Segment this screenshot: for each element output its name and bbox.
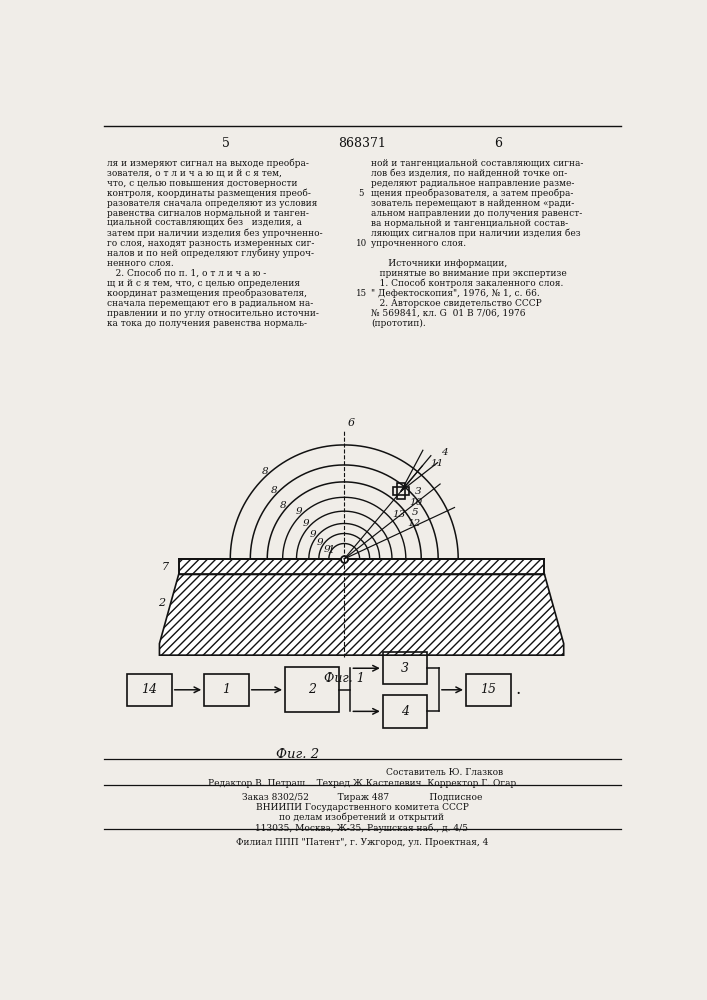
Text: 9: 9 [316, 538, 323, 547]
Text: 1: 1 [327, 545, 334, 555]
Text: 10: 10 [409, 498, 422, 507]
Text: альном направлении до получения равенст-: альном направлении до получения равенст- [371, 209, 583, 218]
Text: № 569841, кл. G  01 В 7/06, 1976: № 569841, кл. G 01 В 7/06, 1976 [371, 309, 526, 318]
Text: зователя, о т л и ч а ю щ и й с я тем,: зователя, о т л и ч а ю щ и й с я тем, [107, 169, 282, 178]
Text: 9: 9 [310, 530, 317, 539]
Text: .: . [515, 681, 520, 698]
Text: 113035, Москва, Ж-35, Раушская наб., д. 4/5: 113035, Москва, Ж-35, Раушская наб., д. … [255, 823, 469, 833]
Text: 1: 1 [223, 683, 230, 696]
Text: принятые во внимание при экспертизе: принятые во внимание при экспертизе [371, 269, 567, 278]
Polygon shape [160, 574, 563, 655]
Text: ределяют радиальное направление разме-: ределяют радиальное направление разме- [371, 179, 575, 188]
Text: 15: 15 [480, 683, 496, 696]
Text: щения преобразователя, а затем преобра-: щения преобразователя, а затем преобра- [371, 189, 573, 198]
Text: ка тока до получения равенства нормаль-: ка тока до получения равенства нормаль- [107, 319, 307, 328]
Bar [285, 667, 339, 712]
Text: ля и измеряют сигнал на выходе преобра-: ля и измеряют сигнал на выходе преобра- [107, 158, 309, 168]
Text: 9: 9 [296, 507, 303, 516]
Text: ляющих сигналов при наличии изделия без: ляющих сигналов при наличии изделия без [371, 229, 581, 238]
Text: Филиал ППП "Патент", г. Ужгород, ул. Проектная, 4: Филиал ППП "Патент", г. Ужгород, ул. Про… [235, 838, 488, 847]
Bar [382, 652, 428, 684]
Text: ВНИИПИ Государственного комитета СССР: ВНИИПИ Государственного комитета СССР [255, 803, 469, 812]
Text: 2: 2 [308, 683, 316, 696]
Bar [382, 695, 428, 728]
Text: Источники информации,: Источники информации, [371, 259, 508, 268]
Text: что, с целью повышения достоверности: что, с целью повышения достоверности [107, 179, 298, 188]
Text: 5: 5 [222, 137, 230, 150]
Text: по делам изобретений и открытий: по делам изобретений и открытий [279, 813, 445, 822]
Bar [394, 487, 409, 495]
Bar [397, 483, 405, 499]
Text: 14: 14 [141, 683, 158, 696]
Text: упрочненного слоя.: упрочненного слоя. [371, 239, 467, 248]
Text: 6: 6 [494, 137, 502, 150]
Text: 9: 9 [323, 545, 330, 554]
Text: 1. Способ контроля закаленного слоя.: 1. Способ контроля закаленного слоя. [371, 279, 563, 288]
Text: налов и по ней определяют глубину упроч-: налов и по ней определяют глубину упроч- [107, 249, 314, 258]
Text: 10: 10 [356, 239, 367, 248]
Text: Фиг. 2: Фиг. 2 [276, 748, 320, 761]
Text: 15: 15 [356, 289, 367, 298]
Text: 6: 6 [348, 418, 355, 428]
Text: го слоя, находят разность измеренных сиг-: го слоя, находят разность измеренных сиг… [107, 239, 315, 248]
Text: 5: 5 [412, 508, 419, 517]
Text: равенства сигналов нормальной и танген-: равенства сигналов нормальной и танген- [107, 209, 309, 218]
Text: ва нормальной и тангенциальной состав-: ва нормальной и тангенциальной состав- [371, 219, 568, 228]
Text: циальной составляющих без   изделия, а: циальной составляющих без изделия, а [107, 219, 302, 228]
Text: затем при наличии изделия без упрочненно-: затем при наличии изделия без упрочненно… [107, 229, 322, 238]
Text: Фиг. 1: Фиг. 1 [324, 672, 365, 685]
Text: 2. Способ по п. 1, о т л и ч а ю -: 2. Способ по п. 1, о т л и ч а ю - [107, 269, 267, 278]
Text: 9: 9 [303, 519, 310, 528]
Text: сначала перемещают его в радиальном на-: сначала перемещают его в радиальном на- [107, 299, 313, 308]
Text: 8: 8 [279, 501, 286, 510]
Text: 8: 8 [271, 486, 277, 495]
Text: Редактор В. Петраш    Техред Ж.Кастелевич  Корректор Г. Огар: Редактор В. Петраш Техред Ж.Кастелевич К… [208, 779, 516, 788]
Text: 7: 7 [161, 562, 168, 572]
Text: 4: 4 [401, 705, 409, 718]
Text: координат размещения преобразователя,: координат размещения преобразователя, [107, 289, 307, 298]
Text: 8: 8 [262, 467, 268, 476]
Text: правлении и по углу относительно источни-: правлении и по углу относительно источни… [107, 309, 319, 318]
Text: Составитель Ю. Глазков: Составитель Ю. Глазков [386, 768, 503, 777]
Text: ной и тангенциальной составляющих сигна-: ной и тангенциальной составляющих сигна- [371, 158, 583, 167]
Text: зователь перемещают в найденном «ради-: зователь перемещают в найденном «ради- [371, 199, 575, 208]
Text: 11: 11 [431, 459, 444, 468]
Text: 5: 5 [358, 189, 364, 198]
Bar [466, 674, 510, 706]
Text: 868371: 868371 [338, 137, 386, 150]
Text: Заказ 8302/52          Тираж 487              Подписное: Заказ 8302/52 Тираж 487 Подписное [242, 793, 482, 802]
Text: (прототип).: (прототип). [371, 319, 426, 328]
Text: 3: 3 [415, 487, 421, 496]
Text: контроля, координаты размещения преоб-: контроля, координаты размещения преоб- [107, 189, 311, 198]
Text: разователя сначала определяют из условия: разователя сначала определяют из условия [107, 199, 317, 208]
Text: " Дефектоскопия", 1976, № 1, с. 66.: " Дефектоскопия", 1976, № 1, с. 66. [371, 289, 540, 298]
Text: 13: 13 [392, 510, 405, 519]
Text: щ и й с я тем, что, с целью определения: щ и й с я тем, что, с целью определения [107, 279, 300, 288]
Text: лов без изделия, по найденной точке оп-: лов без изделия, по найденной точке оп- [371, 169, 568, 178]
Bar [204, 674, 249, 706]
Text: 2: 2 [158, 598, 165, 608]
Bar [127, 674, 172, 706]
Polygon shape [179, 559, 544, 574]
Text: 4: 4 [441, 448, 448, 457]
Text: 12: 12 [407, 519, 421, 528]
Text: 2. Авторское свидетельство СССР: 2. Авторское свидетельство СССР [371, 299, 542, 308]
Text: 3: 3 [401, 662, 409, 675]
Text: ненного слоя.: ненного слоя. [107, 259, 174, 268]
